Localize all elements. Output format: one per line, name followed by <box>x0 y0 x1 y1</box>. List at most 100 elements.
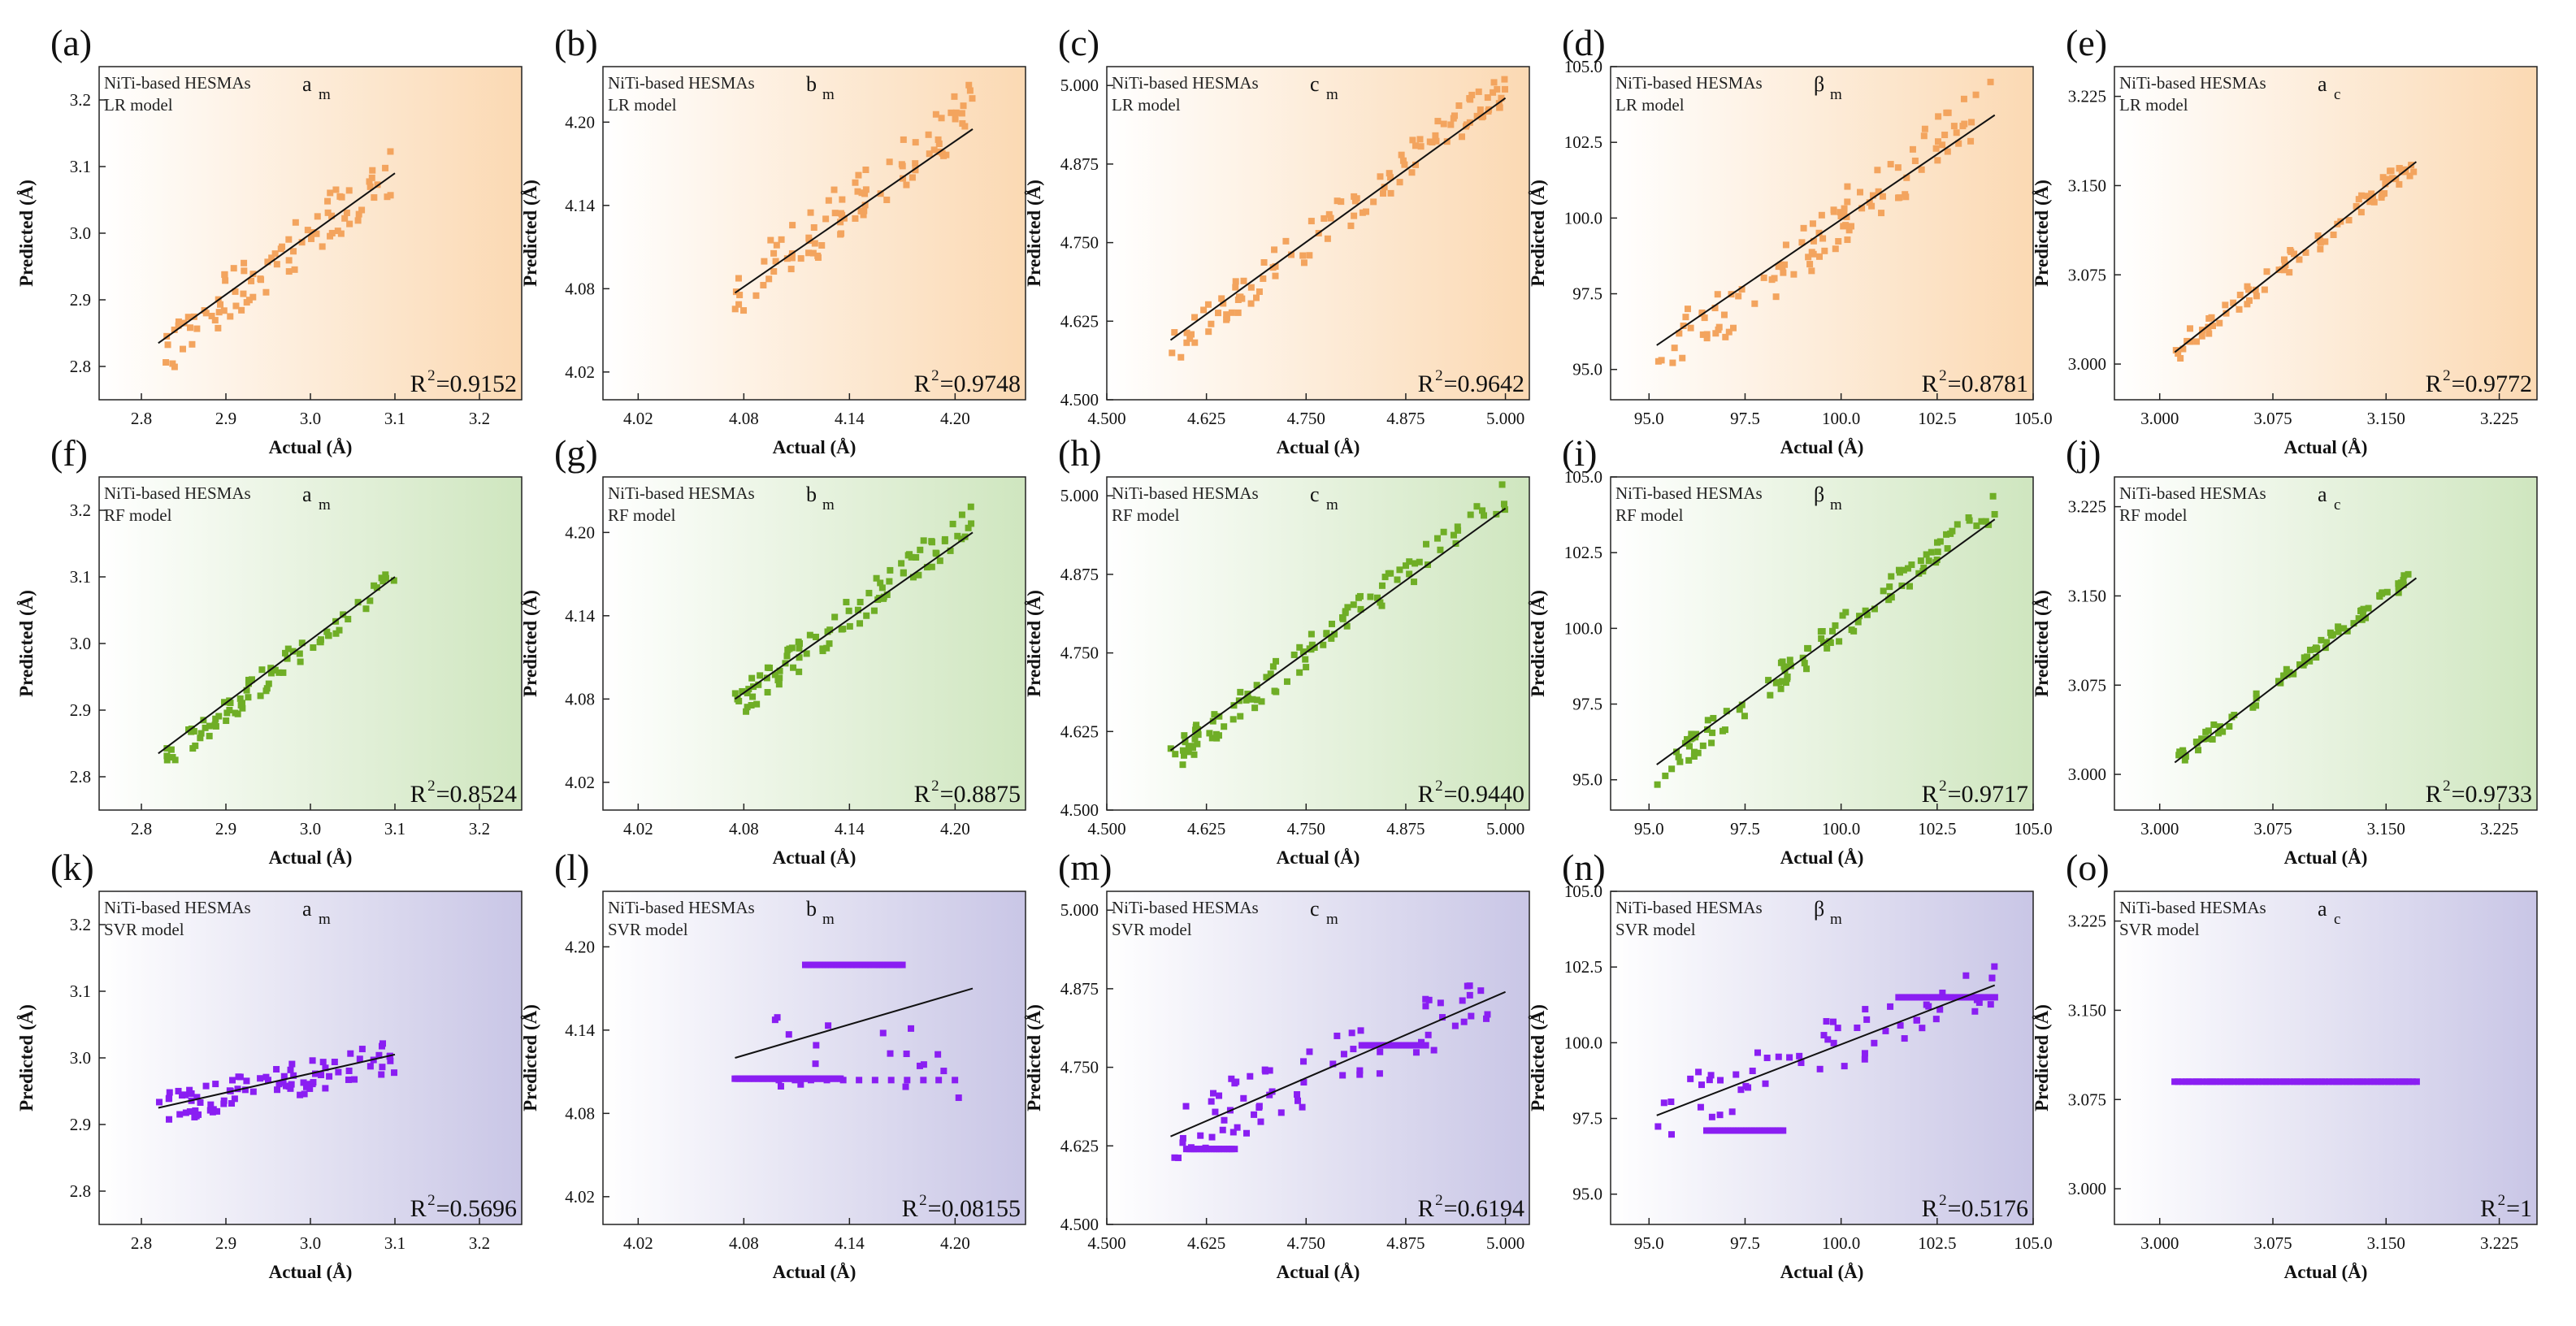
plot-area <box>1610 890 2034 1225</box>
data-point <box>867 961 874 968</box>
data-point <box>282 649 289 656</box>
data-point <box>1960 95 1967 102</box>
data-point <box>265 680 272 687</box>
data-point <box>787 254 795 261</box>
data-point <box>900 136 907 143</box>
y-tick-label: 4.02 <box>565 773 595 792</box>
data-point <box>1934 138 1941 145</box>
data-point <box>1780 269 1787 276</box>
x-tick-label: 3.000 <box>2140 819 2179 838</box>
data-point <box>1179 1134 1186 1142</box>
data-point <box>241 1086 249 1094</box>
data-point <box>302 1083 310 1090</box>
data-point <box>1191 339 1199 346</box>
data-point <box>1842 609 1850 616</box>
data-point <box>735 697 743 704</box>
data-point <box>1810 237 1817 245</box>
data-point <box>1772 679 1780 687</box>
x-tick-label: 4.750 <box>1287 819 1325 838</box>
y-axis-label: Predicted (Å) <box>1528 180 1548 287</box>
data-point <box>245 680 252 687</box>
y-tick-label: 4.14 <box>565 196 595 215</box>
data-point <box>1829 1018 1837 1025</box>
x-tick-label: 4.500 <box>1087 409 1125 428</box>
data-point <box>1412 560 1419 567</box>
data-point <box>1282 237 1290 245</box>
data-point <box>936 557 943 565</box>
data-point <box>1403 562 1410 570</box>
data-point <box>301 1090 308 1098</box>
y-tick-label: 5.000 <box>1060 486 1099 505</box>
data-point <box>1422 1003 1429 1010</box>
parameter-subscript: m <box>1830 496 1842 514</box>
x-tick-label: 102.5 <box>1918 819 1956 838</box>
data-point <box>776 674 783 682</box>
fit-line <box>158 576 396 755</box>
data-point <box>2383 588 2391 596</box>
data-point <box>1484 1011 1491 1018</box>
data-point <box>935 141 943 148</box>
data-point <box>2184 337 2191 344</box>
data-point <box>900 175 907 182</box>
data-point <box>1978 994 1985 1001</box>
y-tick-label: 4.20 <box>565 112 595 132</box>
data-point <box>1266 1067 1273 1074</box>
data-point <box>748 702 755 709</box>
data-point <box>1365 1042 1373 1049</box>
model-label: SVR model <box>1112 920 1192 939</box>
data-point <box>813 633 820 640</box>
y-tick-label: 2.8 <box>70 767 91 786</box>
data-point <box>1782 678 1789 686</box>
data-point <box>163 745 171 752</box>
x-axis-label: Actual (Å) <box>2284 437 2368 457</box>
data-point <box>2253 702 2260 709</box>
data-point <box>164 341 171 349</box>
data-point <box>1741 713 1748 720</box>
data-point <box>382 571 389 578</box>
data-point <box>328 212 336 219</box>
data-point <box>1269 663 1277 670</box>
data-point <box>2358 192 2366 199</box>
data-point <box>1258 698 1265 705</box>
data-point <box>1299 1103 1306 1111</box>
data-point <box>2323 639 2331 646</box>
y-tick-label: 4.500 <box>1060 800 1099 820</box>
data-point <box>1455 526 1462 534</box>
data-point <box>1951 994 1958 1001</box>
data-point <box>1917 557 1924 565</box>
data-point <box>2252 1078 2259 1086</box>
x-tick-label: 4.875 <box>1386 409 1425 428</box>
data-point <box>2409 1078 2416 1086</box>
x-tick-label: 4.875 <box>1386 1233 1425 1253</box>
data-point <box>1882 1027 1889 1034</box>
data-point <box>345 616 352 623</box>
y-tick-label: 3.1 <box>70 157 91 176</box>
data-point <box>296 650 303 657</box>
data-point <box>236 1073 244 1081</box>
data-point <box>2396 1078 2403 1086</box>
y-tick-label: 4.14 <box>565 606 595 626</box>
data-point <box>839 1077 847 1084</box>
data-point <box>1182 739 1189 746</box>
data-point <box>1386 174 1394 181</box>
data-point <box>1763 1055 1771 1062</box>
data-point <box>871 1077 878 1084</box>
data-point <box>1673 748 1680 756</box>
data-point <box>822 215 830 223</box>
data-point <box>189 745 197 752</box>
data-point <box>1501 76 1508 83</box>
data-point <box>1836 638 1843 645</box>
x-axis-label: Actual (Å) <box>773 437 856 457</box>
data-point <box>1437 546 1444 553</box>
data-point <box>1395 1042 1403 1049</box>
data-point <box>1886 583 1893 591</box>
data-point <box>1709 729 1716 736</box>
data-point <box>1356 592 1364 600</box>
data-point <box>1399 1042 1406 1049</box>
data-point <box>1500 500 1507 508</box>
data-point <box>783 255 791 262</box>
x-tick-label: 4.750 <box>1287 1233 1325 1253</box>
data-point <box>1321 214 1328 222</box>
panel-a: 2.8 2.9 3.0 3.1 3.2 2.8 2.9 3.0 3.1 3.2 Actual (Å)… <box>16 22 523 457</box>
data-point <box>935 1051 942 1058</box>
